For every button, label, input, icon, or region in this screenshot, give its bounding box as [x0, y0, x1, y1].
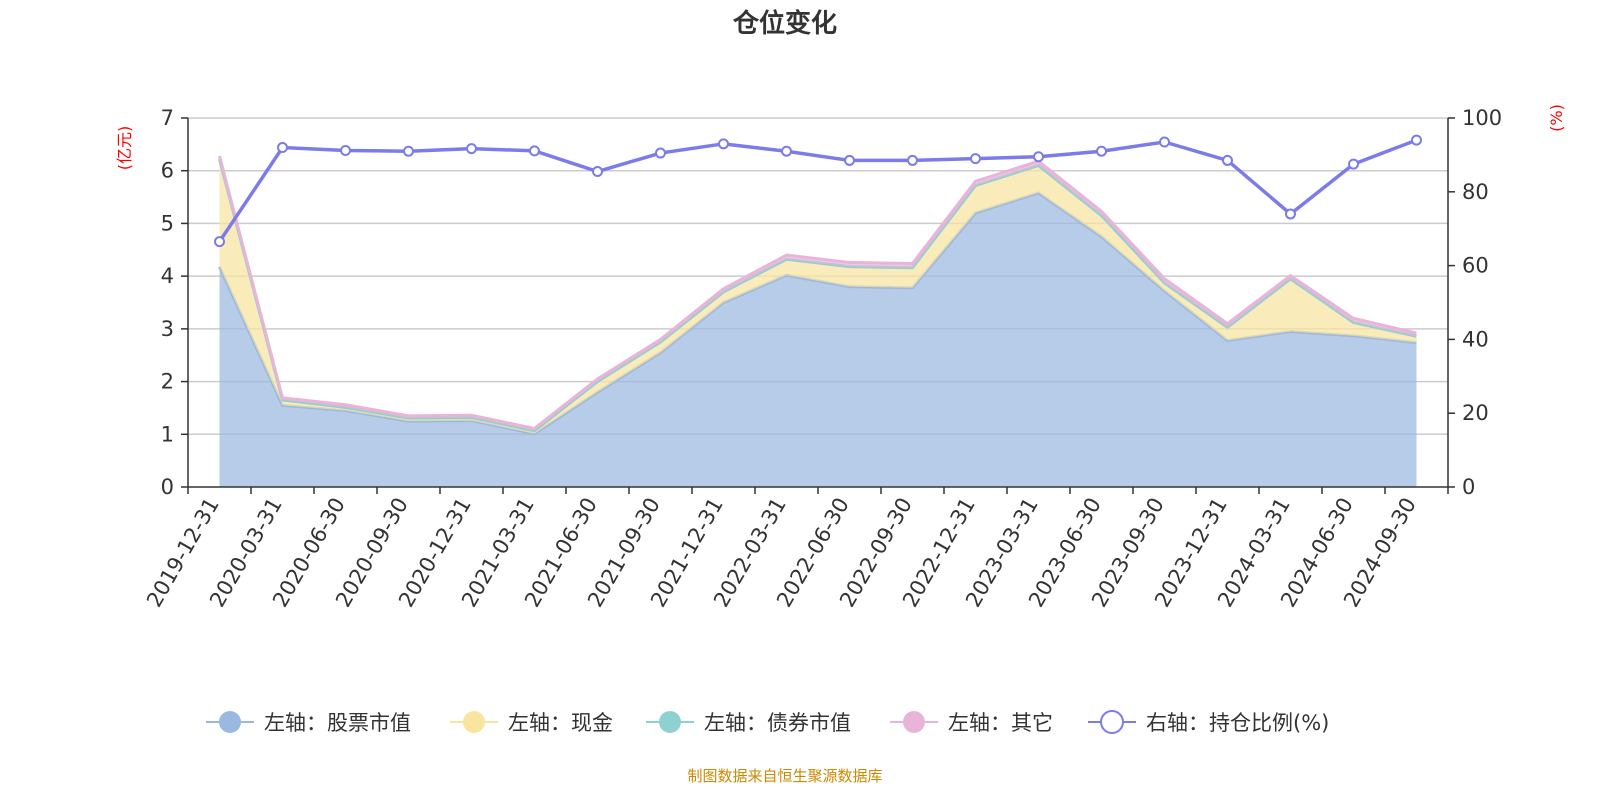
legend-label: 左轴：股票市值 — [264, 711, 411, 735]
ratio-point — [529, 145, 540, 157]
legend-label: 右轴：持仓比例(%) — [1146, 711, 1329, 735]
area-fill-左轴：股票市值 — [219, 192, 1417, 487]
left-tick-label: 3 — [161, 317, 174, 341]
ratio-point — [340, 144, 351, 156]
legend-item[interactable]: 左轴：其它 — [890, 711, 1053, 735]
legend-marker — [219, 711, 241, 733]
ratio-point — [277, 142, 288, 154]
left-axis-unit: (亿元) — [115, 126, 134, 171]
legend-label: 左轴：现金 — [508, 711, 613, 735]
ratio-point — [907, 154, 918, 166]
ratio-line-series — [214, 134, 1422, 248]
right-axis-unit: (%) — [1547, 104, 1566, 132]
ratio-point — [403, 145, 414, 157]
ratio-point — [718, 138, 729, 150]
left-tick-label: 6 — [161, 159, 174, 183]
legend-label: 左轴：债券市值 — [704, 711, 851, 735]
legend[interactable]: 左轴：股票市值 左轴：现金 左轴：债券市值 左轴：其它 右轴：持仓比例(%) — [206, 710, 1329, 735]
left-tick-label: 5 — [161, 211, 174, 235]
right-tick-label: 100 — [1462, 106, 1502, 130]
right-tick-label: 40 — [1462, 327, 1489, 351]
legend-item[interactable]: 右轴：持仓比例(%) — [1088, 710, 1329, 735]
legend-marker — [463, 711, 485, 733]
area-fill-左轴：现金 — [219, 159, 1417, 434]
ratio-point — [655, 147, 666, 159]
ratio-point — [781, 145, 792, 157]
legend-marker — [903, 711, 925, 733]
ratio-point — [592, 166, 603, 178]
ratio-point — [1033, 151, 1044, 163]
left-tick-label: 4 — [161, 264, 174, 288]
ratio-point — [1411, 134, 1422, 146]
left-tick-label: 0 — [161, 475, 174, 499]
left-tick-label: 1 — [161, 422, 174, 446]
legend-label: 左轴：其它 — [948, 711, 1053, 735]
ratio-point — [214, 236, 225, 248]
right-tick-label: 20 — [1462, 401, 1489, 425]
left-tick-label: 2 — [161, 370, 174, 394]
ratio-point — [1285, 208, 1296, 220]
ratio-point — [970, 153, 981, 165]
legend-item[interactable]: 左轴：股票市值 — [206, 711, 411, 735]
right-tick-label: 0 — [1462, 475, 1475, 499]
ratio-point — [1159, 136, 1170, 148]
chart-title: 仓位变化 — [732, 8, 837, 39]
ratio-point — [1096, 145, 1107, 157]
legend-marker — [659, 711, 681, 733]
ratio-line — [218, 138, 1418, 243]
area-series — [218, 155, 1417, 487]
ratio-point — [1348, 158, 1359, 170]
ratio-point — [1222, 154, 1233, 166]
legend-item[interactable]: 左轴：债券市值 — [646, 711, 851, 735]
left-tick-label: 7 — [161, 106, 174, 130]
area-edge-line — [218, 155, 1417, 431]
legend-item[interactable]: 左轴：现金 — [450, 711, 613, 735]
ratio-point — [466, 143, 477, 155]
right-tick-label: 60 — [1462, 254, 1489, 278]
right-tick-label: 80 — [1462, 180, 1489, 204]
ratio-point — [844, 154, 855, 166]
source-note: 制图数据来自恒生聚源数据库 — [687, 767, 882, 785]
legend-marker — [1100, 710, 1124, 734]
